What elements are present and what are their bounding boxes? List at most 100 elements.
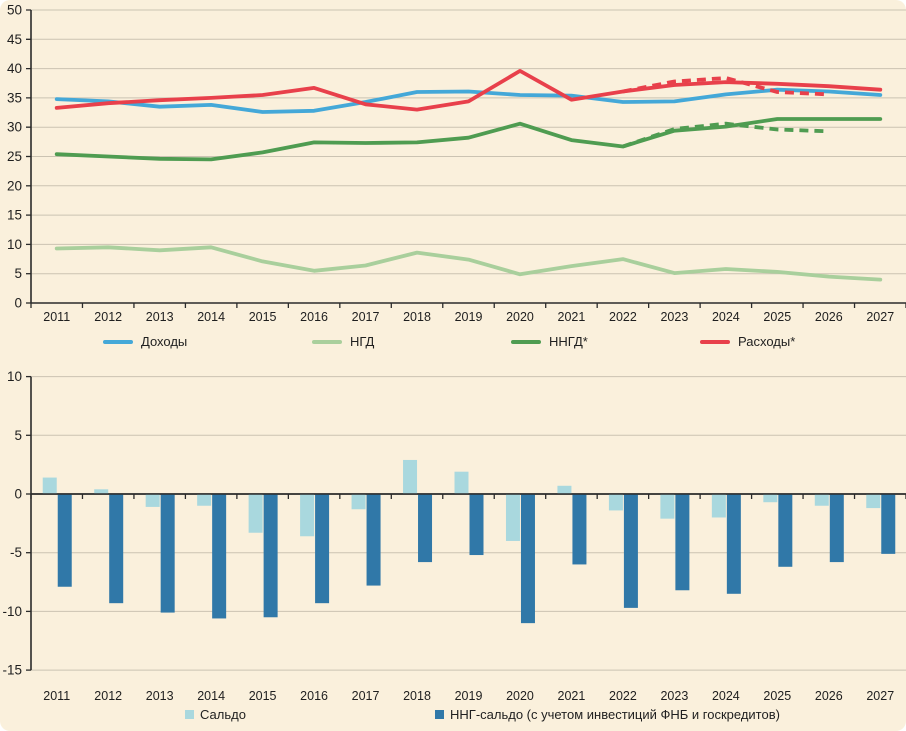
- bar-nng-saldo-2023: [675, 494, 690, 591]
- svg-text:2018: 2018: [403, 310, 431, 324]
- bar-nng-saldo-2027: [881, 494, 896, 554]
- bar-nng-saldo-2017: [366, 494, 381, 586]
- legend-item-dohody: Доходы: [103, 334, 187, 349]
- svg-text:0: 0: [14, 296, 22, 311]
- bar-nng-saldo-2018: [418, 494, 433, 563]
- bottom-bar-chart: -15 -10 -5 0 5 10 2011 2012 2013 2014 2015 2016 2017…: [2, 369, 906, 703]
- svg-text:2023: 2023: [660, 689, 688, 703]
- svg-text:2017: 2017: [352, 689, 380, 703]
- legend-label-saldo: Сальдо: [200, 707, 246, 722]
- rashody-line-swatch: [700, 339, 730, 344]
- svg-text:2011: 2011: [43, 310, 70, 324]
- svg-text:2027: 2027: [866, 310, 894, 324]
- bar-nng-saldo-2016: [315, 494, 330, 604]
- svg-text:2020: 2020: [506, 689, 534, 703]
- bar-nng-saldo-2026: [829, 494, 844, 563]
- bar-saldo-2026: [814, 494, 829, 506]
- bar-saldo-2023: [660, 494, 675, 519]
- svg-text:2015: 2015: [249, 689, 277, 703]
- bar-nng-saldo-2019: [469, 494, 484, 556]
- bar-nng-saldo-2015: [263, 494, 278, 618]
- bar-saldo-2024: [711, 494, 726, 518]
- bar-saldo-2020: [505, 494, 520, 541]
- svg-text:2026: 2026: [815, 689, 843, 703]
- svg-text:15: 15: [7, 208, 22, 223]
- svg-text:2011: 2011: [43, 689, 70, 703]
- svg-text:2023: 2023: [660, 310, 688, 324]
- svg-text:40: 40: [7, 61, 22, 76]
- bar-saldo-2021: [557, 485, 572, 494]
- svg-text:2019: 2019: [455, 310, 483, 324]
- svg-text:35: 35: [7, 90, 22, 105]
- svg-text:2021: 2021: [558, 689, 586, 703]
- legend-label-dohody: Доходы: [141, 334, 188, 349]
- bar-saldo-2017: [351, 494, 366, 510]
- top-chart-legend: Доходы НГД ННГД* Расходы*: [0, 328, 906, 364]
- svg-text:-15: -15: [2, 663, 22, 678]
- bar-saldo-2013: [145, 494, 160, 507]
- legend-item-saldo: Сальдо: [185, 707, 246, 722]
- svg-text:2013: 2013: [146, 689, 174, 703]
- bar-saldo-2015: [248, 494, 263, 533]
- dohody-line-swatch: [103, 339, 133, 344]
- svg-text:10: 10: [7, 369, 22, 384]
- svg-text:2016: 2016: [300, 689, 328, 703]
- legend-label-ngd: НГД: [350, 334, 375, 349]
- ngd-line-swatch: [312, 339, 342, 344]
- svg-text:2012: 2012: [94, 689, 122, 703]
- bar-saldo-2025: [763, 494, 778, 503]
- svg-text:20: 20: [7, 178, 22, 193]
- svg-text:2025: 2025: [763, 689, 791, 703]
- svg-text:2019: 2019: [455, 689, 483, 703]
- bar-saldo-2027: [866, 494, 881, 509]
- svg-text:2012: 2012: [94, 310, 122, 324]
- svg-text:2022: 2022: [609, 689, 637, 703]
- svg-text:5: 5: [14, 266, 22, 281]
- svg-text:2014: 2014: [197, 689, 225, 703]
- svg-text:2013: 2013: [146, 310, 174, 324]
- bar-nng-saldo-2011: [57, 494, 72, 587]
- bar-saldo-2019: [454, 471, 469, 494]
- svg-text:25: 25: [7, 149, 22, 164]
- bar-saldo-2014: [197, 494, 212, 506]
- saldo-bar-swatch: [185, 710, 194, 719]
- bar-nng-saldo-2021: [572, 494, 587, 565]
- svg-text:5: 5: [14, 428, 22, 443]
- svg-text:2018: 2018: [403, 689, 431, 703]
- bar-nng-saldo-2022: [623, 494, 638, 608]
- svg-text:2015: 2015: [249, 310, 277, 324]
- legend-label-nng-saldo: ННГ-сальдо (с учетом инвестиций ФНБ и го…: [450, 707, 780, 722]
- bar-nng-saldo-2020: [520, 494, 535, 624]
- legend-item-nngd: ННГД*: [511, 334, 588, 349]
- bottom-chart-legend: Сальдо ННГ-сальдо (с учетом инвестиций Ф…: [0, 706, 906, 731]
- legend-label-nngd: ННГД*: [549, 334, 588, 349]
- legend-item-rashody: Расходы*: [700, 334, 795, 349]
- legend-label-rashody: Расходы*: [738, 334, 796, 349]
- nng-saldo-bar-swatch: [435, 710, 444, 719]
- legend-item-nng-saldo: ННГ-сальдо (с учетом инвестиций ФНБ и го…: [435, 707, 780, 722]
- svg-text:-5: -5: [10, 545, 22, 560]
- svg-text:2022: 2022: [609, 310, 637, 324]
- bar-nng-saldo-2013: [160, 494, 175, 613]
- bar-saldo-2018: [403, 459, 418, 494]
- nngd-line-swatch: [511, 339, 541, 344]
- svg-text:-10: -10: [2, 604, 22, 619]
- svg-text:10: 10: [7, 237, 22, 252]
- svg-text:50: 50: [7, 3, 22, 18]
- svg-text:2014: 2014: [197, 310, 225, 324]
- bar-saldo-2022: [608, 494, 623, 511]
- bar-nng-saldo-2024: [726, 494, 741, 594]
- svg-text:2026: 2026: [815, 310, 843, 324]
- svg-text:2027: 2027: [866, 689, 894, 703]
- bar-nng-saldo-2025: [778, 494, 793, 567]
- svg-text:2024: 2024: [712, 689, 740, 703]
- svg-text:2025: 2025: [763, 310, 791, 324]
- svg-text:2021: 2021: [558, 310, 586, 324]
- svg-text:2020: 2020: [506, 310, 534, 324]
- svg-text:0: 0: [14, 487, 22, 502]
- svg-text:2024: 2024: [712, 310, 740, 324]
- bar-nng-saldo-2014: [212, 494, 227, 619]
- bar-saldo-2012: [94, 489, 109, 494]
